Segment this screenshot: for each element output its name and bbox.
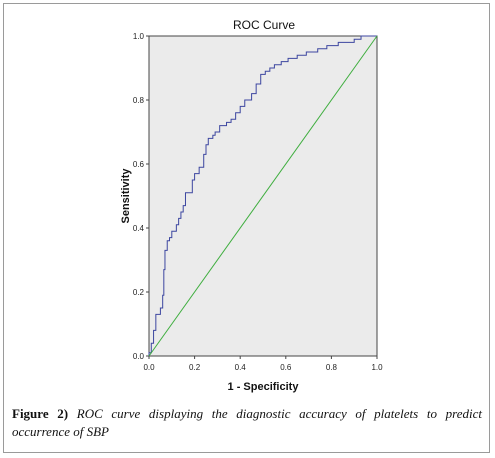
x-tick-label: 0.0 (143, 363, 155, 372)
caption-text: ROC curve displaying the diagnostic accu… (12, 406, 482, 439)
figure-caption: Figure 2) ROC curve displaying the diagn… (12, 405, 482, 441)
series-layer (148, 35, 378, 357)
roc-curve-line (148, 35, 377, 356)
x-tick-label: 0.2 (189, 363, 201, 372)
roc-chart: ROC Curve 0.0 0.2 0.4 0.6 0.8 1.0 0.0 0.2 0.4 0.6… (120, 18, 383, 393)
y-tick-label: 0.6 (133, 160, 145, 169)
y-tick-label: 0.4 (133, 224, 145, 233)
x-tick-label: 1.0 (371, 363, 383, 372)
y-tick-label: 0.2 (133, 288, 145, 297)
y-tick-label: 1.0 (133, 32, 145, 41)
x-tick-label: 0.6 (280, 363, 292, 372)
chart-title: ROC Curve (233, 18, 295, 32)
y-tick-label: 0.8 (133, 96, 145, 105)
x-axis-label: 1 - Specificity (228, 381, 300, 393)
y-axis-label: Sensitivity (120, 168, 132, 224)
y-tick-label: 0.0 (133, 352, 145, 361)
x-tick-label: 0.8 (326, 363, 338, 372)
reference-diagonal-line (148, 35, 378, 357)
caption-label: Figure 2) (12, 406, 69, 421)
axes: 0.0 0.2 0.4 0.6 0.8 1.0 0.0 0.2 0.4 0.6 0.8 1.0 (133, 32, 383, 372)
x-tick-label: 0.4 (235, 363, 247, 372)
